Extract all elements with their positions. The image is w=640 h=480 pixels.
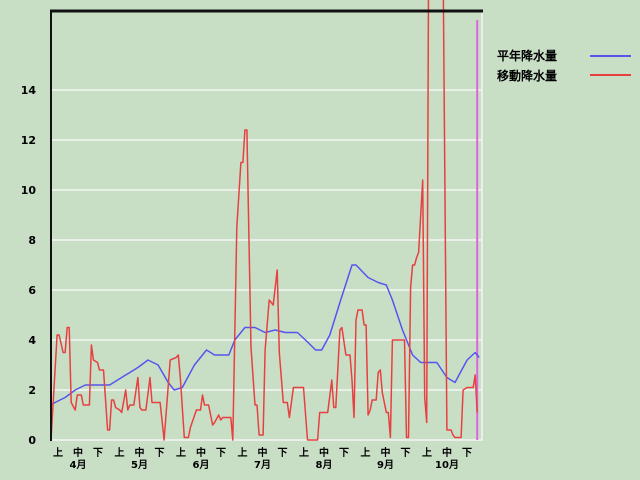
y-axis-ticks: 0 2 4 6 8 10 12 14 <box>21 84 37 447</box>
y-tick-label: 6 <box>28 284 36 297</box>
x-month-label: 5月 <box>131 459 148 471</box>
x-period-label: 上 <box>238 446 248 459</box>
y-tick-label: 12 <box>21 134 36 147</box>
x-month-label: 6月 <box>193 459 210 471</box>
y-tick-label: 0 <box>28 434 36 447</box>
x-month-label: 10月 <box>435 459 459 471</box>
series-line-moving <box>50 0 478 441</box>
y-tick-label: 8 <box>28 234 36 247</box>
x-period-label: 下 <box>339 447 349 459</box>
legend: 平年降水量 移動降水量 <box>497 48 631 83</box>
x-period-label: 下 <box>155 447 165 459</box>
y-tick-label: 10 <box>21 184 37 197</box>
x-period-label: 中 <box>319 446 329 459</box>
x-period-label: 下 <box>216 447 226 459</box>
x-month-label: 9月 <box>377 459 394 471</box>
x-month-label: 8月 <box>316 459 333 471</box>
series-lines <box>50 0 480 441</box>
x-period-label: 中 <box>381 446 391 459</box>
x-period-label: 下 <box>278 447 288 459</box>
x-period-label: 下 <box>401 447 411 459</box>
x-period-label: 中 <box>135 446 145 459</box>
x-period-label: 上 <box>299 446 309 459</box>
x-period-label: 上 <box>176 446 186 459</box>
x-period-label: 中 <box>442 446 452 459</box>
x-period-label: 上 <box>422 446 432 459</box>
series-line-normal <box>50 264 480 406</box>
x-period-label: 上 <box>53 446 63 459</box>
x-period-label: 中 <box>196 446 206 459</box>
x-month-label: 4月 <box>70 459 87 471</box>
x-axis-ticks: 上中下4月上中下5月上中下6月上中下7月上中下8月上中下9月上中下10月 <box>53 446 472 471</box>
x-period-label: 中 <box>73 446 83 459</box>
x-period-label: 中 <box>258 446 268 459</box>
x-period-label: 下 <box>93 447 103 459</box>
legend-label-normal: 平年降水量 <box>497 48 557 63</box>
x-period-label: 上 <box>361 446 371 459</box>
y-tick-label: 14 <box>21 84 37 97</box>
legend-label-moving: 移動降水量 <box>497 68 557 83</box>
x-month-label: 7月 <box>254 459 271 471</box>
grid-lines <box>51 89 482 441</box>
y-tick-label: 2 <box>28 384 36 397</box>
x-period-label: 下 <box>462 447 472 459</box>
y-tick-label: 4 <box>28 334 36 347</box>
x-period-label: 上 <box>115 446 125 459</box>
